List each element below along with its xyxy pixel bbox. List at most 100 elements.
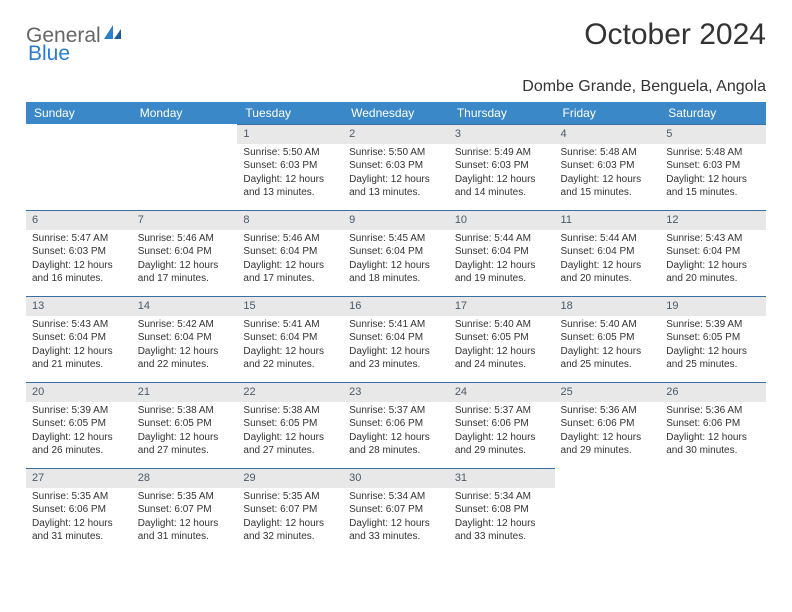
day-content: Sunrise: 5:46 AMSunset: 6:04 PMDaylight:… [132,230,238,290]
day-number: 30 [343,468,449,488]
calendar-cell: 3Sunrise: 5:49 AMSunset: 6:03 PMDaylight… [449,124,555,210]
day-content: Sunrise: 5:35 AMSunset: 6:07 PMDaylight:… [237,488,343,548]
calendar-cell [555,468,661,554]
calendar-body: 1Sunrise: 5:50 AMSunset: 6:03 PMDaylight… [26,124,766,554]
day-number: 3 [449,124,555,144]
calendar-cell [660,468,766,554]
calendar-cell [132,124,238,210]
day-header: Thursday [449,102,555,124]
calendar-cell: 15Sunrise: 5:41 AMSunset: 6:04 PMDayligh… [237,296,343,382]
day-content: Sunrise: 5:37 AMSunset: 6:06 PMDaylight:… [343,402,449,462]
calendar-cell: 10Sunrise: 5:44 AMSunset: 6:04 PMDayligh… [449,210,555,296]
calendar-cell: 29Sunrise: 5:35 AMSunset: 6:07 PMDayligh… [237,468,343,554]
calendar-cell: 13Sunrise: 5:43 AMSunset: 6:04 PMDayligh… [26,296,132,382]
day-content: Sunrise: 5:34 AMSunset: 6:08 PMDaylight:… [449,488,555,548]
day-content: Sunrise: 5:40 AMSunset: 6:05 PMDaylight:… [449,316,555,376]
day-content: Sunrise: 5:44 AMSunset: 6:04 PMDaylight:… [555,230,661,290]
calendar-cell: 25Sunrise: 5:36 AMSunset: 6:06 PMDayligh… [555,382,661,468]
day-header: Monday [132,102,238,124]
calendar-cell: 19Sunrise: 5:39 AMSunset: 6:05 PMDayligh… [660,296,766,382]
day-number: 2 [343,124,449,144]
day-content: Sunrise: 5:39 AMSunset: 6:05 PMDaylight:… [26,402,132,462]
day-number: 16 [343,296,449,316]
calendar-cell: 20Sunrise: 5:39 AMSunset: 6:05 PMDayligh… [26,382,132,468]
logo-sail-icon [103,23,123,47]
day-number: 6 [26,210,132,230]
day-content: Sunrise: 5:49 AMSunset: 6:03 PMDaylight:… [449,144,555,204]
calendar-cell: 11Sunrise: 5:44 AMSunset: 6:04 PMDayligh… [555,210,661,296]
day-number: 8 [237,210,343,230]
day-content: Sunrise: 5:41 AMSunset: 6:04 PMDaylight:… [343,316,449,376]
day-content: Sunrise: 5:50 AMSunset: 6:03 PMDaylight:… [343,144,449,204]
calendar-cell: 7Sunrise: 5:46 AMSunset: 6:04 PMDaylight… [132,210,238,296]
day-content: Sunrise: 5:36 AMSunset: 6:06 PMDaylight:… [555,402,661,462]
day-number: 25 [555,382,661,402]
day-number: 26 [660,382,766,402]
day-number: 14 [132,296,238,316]
calendar-row: 27Sunrise: 5:35 AMSunset: 6:06 PMDayligh… [26,468,766,554]
calendar-cell: 18Sunrise: 5:40 AMSunset: 6:05 PMDayligh… [555,296,661,382]
calendar-header-row: SundayMondayTuesdayWednesdayThursdayFrid… [26,102,766,124]
day-header: Sunday [26,102,132,124]
day-content: Sunrise: 5:40 AMSunset: 6:05 PMDaylight:… [555,316,661,376]
day-header: Friday [555,102,661,124]
calendar-cell: 5Sunrise: 5:48 AMSunset: 6:03 PMDaylight… [660,124,766,210]
day-content: Sunrise: 5:45 AMSunset: 6:04 PMDaylight:… [343,230,449,290]
day-number: 29 [237,468,343,488]
day-number: 1 [237,124,343,144]
day-content: Sunrise: 5:35 AMSunset: 6:06 PMDaylight:… [26,488,132,548]
day-number: 20 [26,382,132,402]
day-number: 4 [555,124,661,144]
calendar-cell: 23Sunrise: 5:37 AMSunset: 6:06 PMDayligh… [343,382,449,468]
day-content: Sunrise: 5:42 AMSunset: 6:04 PMDaylight:… [132,316,238,376]
day-content: Sunrise: 5:41 AMSunset: 6:04 PMDaylight:… [237,316,343,376]
day-number: 5 [660,124,766,144]
day-number: 13 [26,296,132,316]
calendar-cell: 4Sunrise: 5:48 AMSunset: 6:03 PMDaylight… [555,124,661,210]
day-number: 9 [343,210,449,230]
calendar-cell: 8Sunrise: 5:46 AMSunset: 6:04 PMDaylight… [237,210,343,296]
day-number: 28 [132,468,238,488]
calendar-cell: 16Sunrise: 5:41 AMSunset: 6:04 PMDayligh… [343,296,449,382]
calendar-row: 13Sunrise: 5:43 AMSunset: 6:04 PMDayligh… [26,296,766,382]
day-content: Sunrise: 5:43 AMSunset: 6:04 PMDaylight:… [660,230,766,290]
day-number: 21 [132,382,238,402]
calendar-cell: 21Sunrise: 5:38 AMSunset: 6:05 PMDayligh… [132,382,238,468]
day-content: Sunrise: 5:35 AMSunset: 6:07 PMDaylight:… [132,488,238,548]
calendar-cell: 24Sunrise: 5:37 AMSunset: 6:06 PMDayligh… [449,382,555,468]
logo-text-blue: Blue [28,42,70,66]
day-content: Sunrise: 5:48 AMSunset: 6:03 PMDaylight:… [555,144,661,204]
calendar-cell: 1Sunrise: 5:50 AMSunset: 6:03 PMDaylight… [237,124,343,210]
day-number: 10 [449,210,555,230]
day-number: 31 [449,468,555,488]
calendar-row: 20Sunrise: 5:39 AMSunset: 6:05 PMDayligh… [26,382,766,468]
day-content: Sunrise: 5:39 AMSunset: 6:05 PMDaylight:… [660,316,766,376]
day-content: Sunrise: 5:43 AMSunset: 6:04 PMDaylight:… [26,316,132,376]
day-header: Saturday [660,102,766,124]
day-number: 12 [660,210,766,230]
day-header: Tuesday [237,102,343,124]
day-number: 18 [555,296,661,316]
calendar-cell: 2Sunrise: 5:50 AMSunset: 6:03 PMDaylight… [343,124,449,210]
day-content: Sunrise: 5:37 AMSunset: 6:06 PMDaylight:… [449,402,555,462]
calendar-cell: 12Sunrise: 5:43 AMSunset: 6:04 PMDayligh… [660,210,766,296]
day-content: Sunrise: 5:46 AMSunset: 6:04 PMDaylight:… [237,230,343,290]
day-content: Sunrise: 5:48 AMSunset: 6:03 PMDaylight:… [660,144,766,204]
calendar-cell: 27Sunrise: 5:35 AMSunset: 6:06 PMDayligh… [26,468,132,554]
month-title: October 2024 [584,18,766,52]
day-number: 11 [555,210,661,230]
calendar-cell [26,124,132,210]
calendar-cell: 30Sunrise: 5:34 AMSunset: 6:07 PMDayligh… [343,468,449,554]
day-content: Sunrise: 5:34 AMSunset: 6:07 PMDaylight:… [343,488,449,548]
day-content: Sunrise: 5:38 AMSunset: 6:05 PMDaylight:… [237,402,343,462]
day-number: 23 [343,382,449,402]
calendar-row: 6Sunrise: 5:47 AMSunset: 6:03 PMDaylight… [26,210,766,296]
day-content: Sunrise: 5:50 AMSunset: 6:03 PMDaylight:… [237,144,343,204]
day-number: 24 [449,382,555,402]
day-number: 17 [449,296,555,316]
day-number: 19 [660,296,766,316]
day-number: 15 [237,296,343,316]
calendar-cell: 31Sunrise: 5:34 AMSunset: 6:08 PMDayligh… [449,468,555,554]
day-header: Wednesday [343,102,449,124]
calendar-cell: 26Sunrise: 5:36 AMSunset: 6:06 PMDayligh… [660,382,766,468]
